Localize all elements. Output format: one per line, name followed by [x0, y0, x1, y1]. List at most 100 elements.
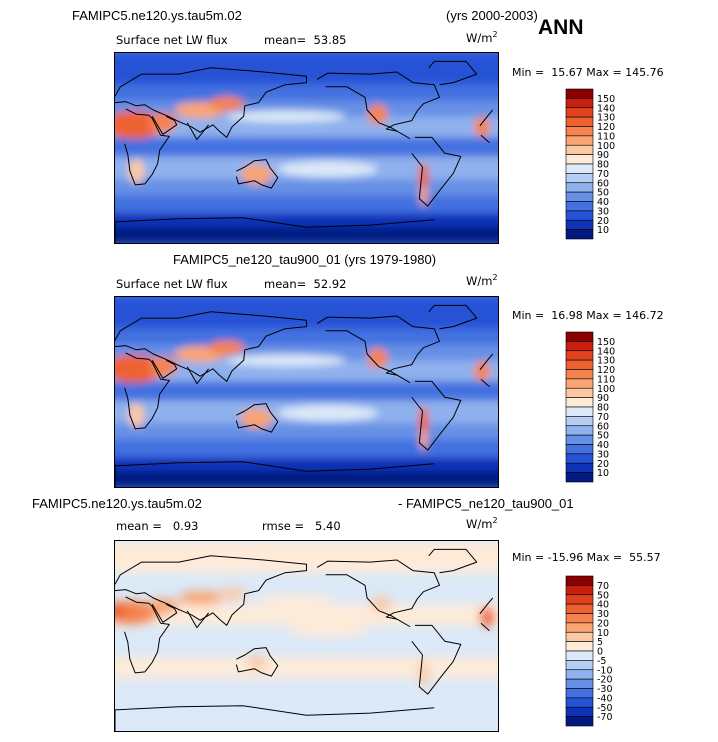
- colorbar-swatch: [565, 350, 594, 361]
- colorbar-swatch: [565, 341, 594, 352]
- colorbar-swatch: [565, 622, 594, 633]
- colorbar-swatch: [565, 631, 594, 642]
- colorbar-tick-label: 150: [597, 94, 615, 105]
- case1-title: FAMIPC5.ne120.ys.tau5m.02: [72, 8, 242, 23]
- colorbar-tick-label: 0: [597, 647, 603, 658]
- colorbar-tick-label: 10: [597, 225, 609, 236]
- colorbar-swatch: [565, 98, 594, 109]
- colorbar-swatch: [565, 453, 594, 464]
- field-blob: [479, 607, 496, 627]
- coastline: [235, 647, 279, 677]
- colorbar-swatch: [565, 585, 594, 596]
- field-band: [115, 604, 498, 626]
- field-blob: [218, 587, 247, 600]
- colorbar-tick-label: -30: [597, 684, 613, 695]
- colorbar-swatch: [565, 154, 594, 165]
- panel3-rmse: rmse = 5.40: [262, 519, 341, 533]
- coastline: [115, 311, 307, 382]
- field-blob: [225, 110, 346, 123]
- coastline: [124, 352, 170, 430]
- colorbar-swatch: [565, 678, 594, 689]
- colorbar-swatch: [565, 88, 594, 99]
- coastline: [480, 134, 490, 144]
- field-blob: [367, 104, 388, 125]
- colorbar-swatch: [565, 613, 594, 624]
- colorbar-swatch: [565, 201, 594, 212]
- field-band: [115, 227, 498, 243]
- field-band: [115, 116, 498, 138]
- colorbar-tick-label: 110: [597, 131, 615, 142]
- field-band: [115, 423, 498, 440]
- colorbar-tick-label: 50: [597, 431, 609, 442]
- field-blob: [287, 624, 368, 637]
- field-band: [115, 381, 498, 401]
- coastline: [151, 603, 178, 623]
- colorbar-tick-label: 40: [597, 600, 609, 611]
- case2-title: FAMIPC5_ne120_tau900_01 (yrs 1979-1980): [173, 252, 437, 267]
- colorbar-tick-label: 140: [597, 346, 615, 357]
- map-field-svg: [115, 53, 498, 243]
- field-band: [115, 657, 498, 679]
- panel3-units: W/m2: [466, 516, 498, 531]
- coastline: [411, 624, 462, 695]
- field-band: [115, 137, 498, 157]
- colorbar-tick-label: 100: [597, 384, 615, 395]
- field-blob: [246, 655, 267, 670]
- field-blob: [178, 591, 223, 605]
- field-band: [115, 457, 498, 472]
- map-field-svg: [115, 297, 498, 487]
- colorbar-swatch: [565, 116, 594, 127]
- colorbar-swatch: [565, 603, 594, 614]
- colorbar-swatch: [565, 144, 594, 155]
- colorbar-tick-label: 80: [597, 403, 609, 414]
- colorbar-tick-label: 30: [597, 609, 609, 620]
- colorbar-swatch: [565, 229, 594, 240]
- colorbar-swatch: [565, 219, 594, 230]
- colorbar-tick-label: 20: [597, 618, 609, 629]
- colorbar-tick-label: 120: [597, 365, 615, 376]
- coastline: [479, 597, 494, 615]
- colorbar-swatch: [565, 444, 594, 455]
- coastline: [186, 122, 209, 141]
- colorbar-tick-label: 130: [597, 113, 615, 124]
- colorbar-swatch: [565, 425, 594, 436]
- colorbar-swatch: [565, 163, 594, 174]
- colorbar-swatch: [565, 462, 594, 473]
- coastline: [235, 403, 279, 433]
- panel2-mean: mean= 52.92: [264, 277, 347, 291]
- field-blob: [255, 594, 336, 605]
- field-band: [115, 213, 498, 228]
- colorbar-swatch: [565, 369, 594, 380]
- colorbar-swatch: [565, 387, 594, 398]
- colorbar-tick-label: 40: [597, 197, 609, 208]
- colorbar-tick-label: -5: [597, 656, 606, 667]
- colorbar-tick-label: 20: [597, 459, 609, 470]
- colorbar-swatch: [565, 331, 594, 342]
- map-field-svg: [115, 541, 498, 731]
- field-blob: [277, 161, 378, 178]
- field-band: [115, 360, 498, 382]
- colorbar-tick-label: -40: [597, 693, 613, 704]
- colorbar-tick-label: -70: [597, 712, 613, 723]
- coastline: [480, 622, 490, 632]
- diff-right-title: - FAMIPC5_ne120_tau900_01: [398, 496, 574, 511]
- coastline: [479, 109, 494, 127]
- coastline: [151, 115, 178, 135]
- colorbar-swatch: [565, 210, 594, 221]
- colorbar-swatch: [565, 660, 594, 671]
- field-blob: [474, 116, 491, 137]
- season-label: ANN: [538, 16, 584, 39]
- colorbar-tick-label: 70: [597, 169, 609, 180]
- colorbar-swatch: [565, 416, 594, 427]
- colorbar-tick-label: 50: [597, 188, 609, 199]
- colorbar-tick-label: 10: [597, 628, 609, 639]
- colorbar-tick-label: 110: [597, 374, 615, 385]
- diff-left-title: FAMIPC5.ne120.ys.tau5m.02: [32, 496, 202, 511]
- coastline: [411, 136, 462, 207]
- field-blob: [128, 403, 145, 428]
- panel1-minmax: Min = 15.67 Max = 145.76: [512, 66, 664, 79]
- coastline: [480, 378, 490, 388]
- field-band: [115, 84, 498, 101]
- field-blob: [277, 405, 378, 422]
- panel2-units: W/m2: [466, 273, 498, 288]
